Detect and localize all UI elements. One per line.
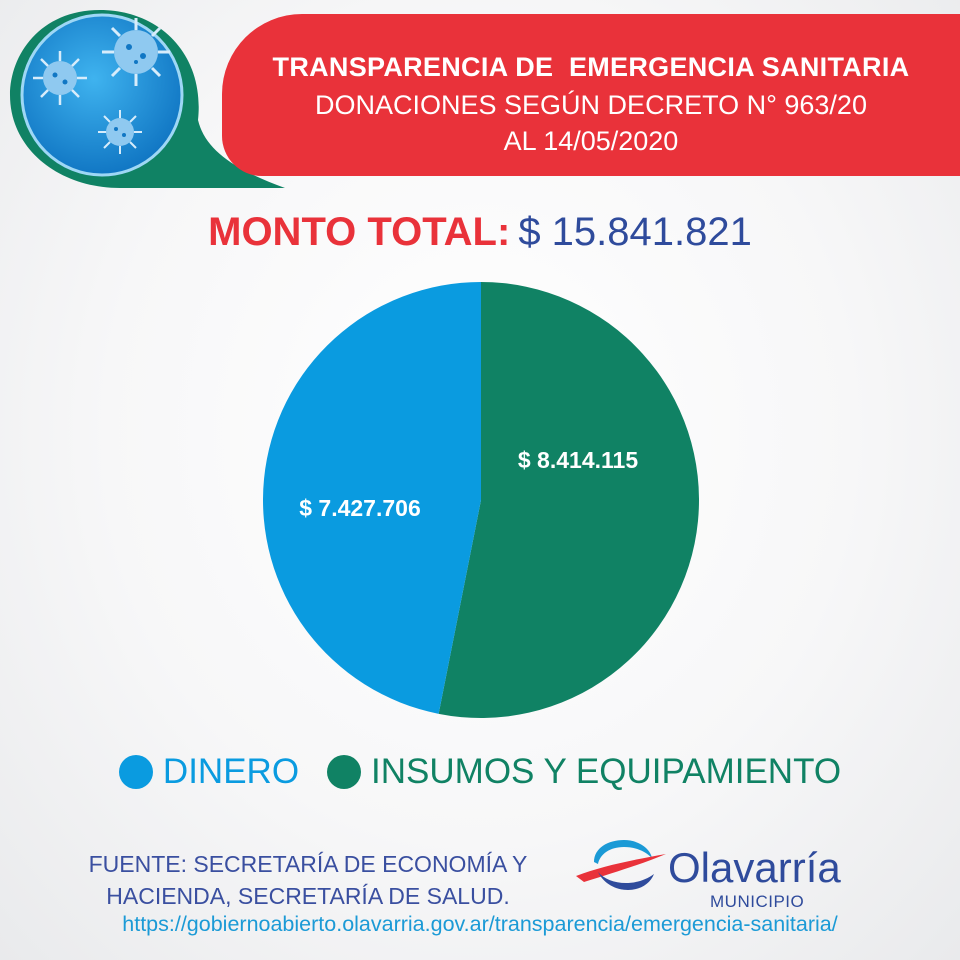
- source-url[interactable]: https://gobiernoabierto.olavarria.gov.ar…: [122, 912, 838, 936]
- slice-insumos: [438, 282, 699, 718]
- legend-item-insumos: INSUMOS Y EQUIPAMIENTO: [327, 752, 841, 792]
- total-value: $ 15.841.821: [518, 210, 752, 254]
- olavarria-logo: Olavarría MUNICIPIO: [572, 836, 862, 916]
- legend-label-insumos: INSUMOS Y EQUIPAMIENTO: [371, 752, 842, 791]
- virus-badge-icon: [10, 10, 285, 188]
- total-amount: MONTO TOTAL: $ 15.841.821: [0, 210, 960, 255]
- total-label: MONTO TOTAL:: [208, 210, 511, 254]
- page-title: TRANSPARENCIA DE EMERGENCIA SANITARIA: [272, 52, 910, 82]
- olavarria-logo-icon: [576, 840, 666, 890]
- legend-item-dinero: DINERO: [118, 752, 300, 792]
- data-label-insumos: $ 8.414.115: [518, 447, 638, 473]
- source-line-2: HACIENDA, SECRETARÍA DE SALUD.: [106, 883, 510, 909]
- page-subtitle: DONACIONES SEGÚN DECRETO N° 963/20: [315, 90, 867, 120]
- data-label-dinero: $ 7.427.706: [299, 495, 421, 521]
- page-date: AL 14/05/2020: [503, 126, 679, 156]
- source-note: FUENTE: SECRETARÍA DE ECONOMÍA Y HACIEND…: [58, 848, 558, 912]
- source-line-1: FUENTE: SECRETARÍA DE ECONOMÍA Y: [88, 851, 528, 877]
- logo-name: Olavarría: [668, 844, 841, 891]
- legend-label-dinero: DINERO: [162, 752, 300, 791]
- chart-legend: DINERO INSUMOS Y EQUIPAMIENTO: [0, 752, 960, 792]
- logo-sub: MUNICIPIO: [710, 892, 805, 911]
- header-banner: TRANSPARENCIA DE EMERGENCIA SANITARIA DO…: [222, 14, 960, 176]
- virus-icon: [33, 18, 170, 154]
- legend-swatch-insumos: [327, 755, 362, 789]
- slice-dinero: [262, 282, 481, 714]
- legend-swatch-dinero: [118, 755, 153, 789]
